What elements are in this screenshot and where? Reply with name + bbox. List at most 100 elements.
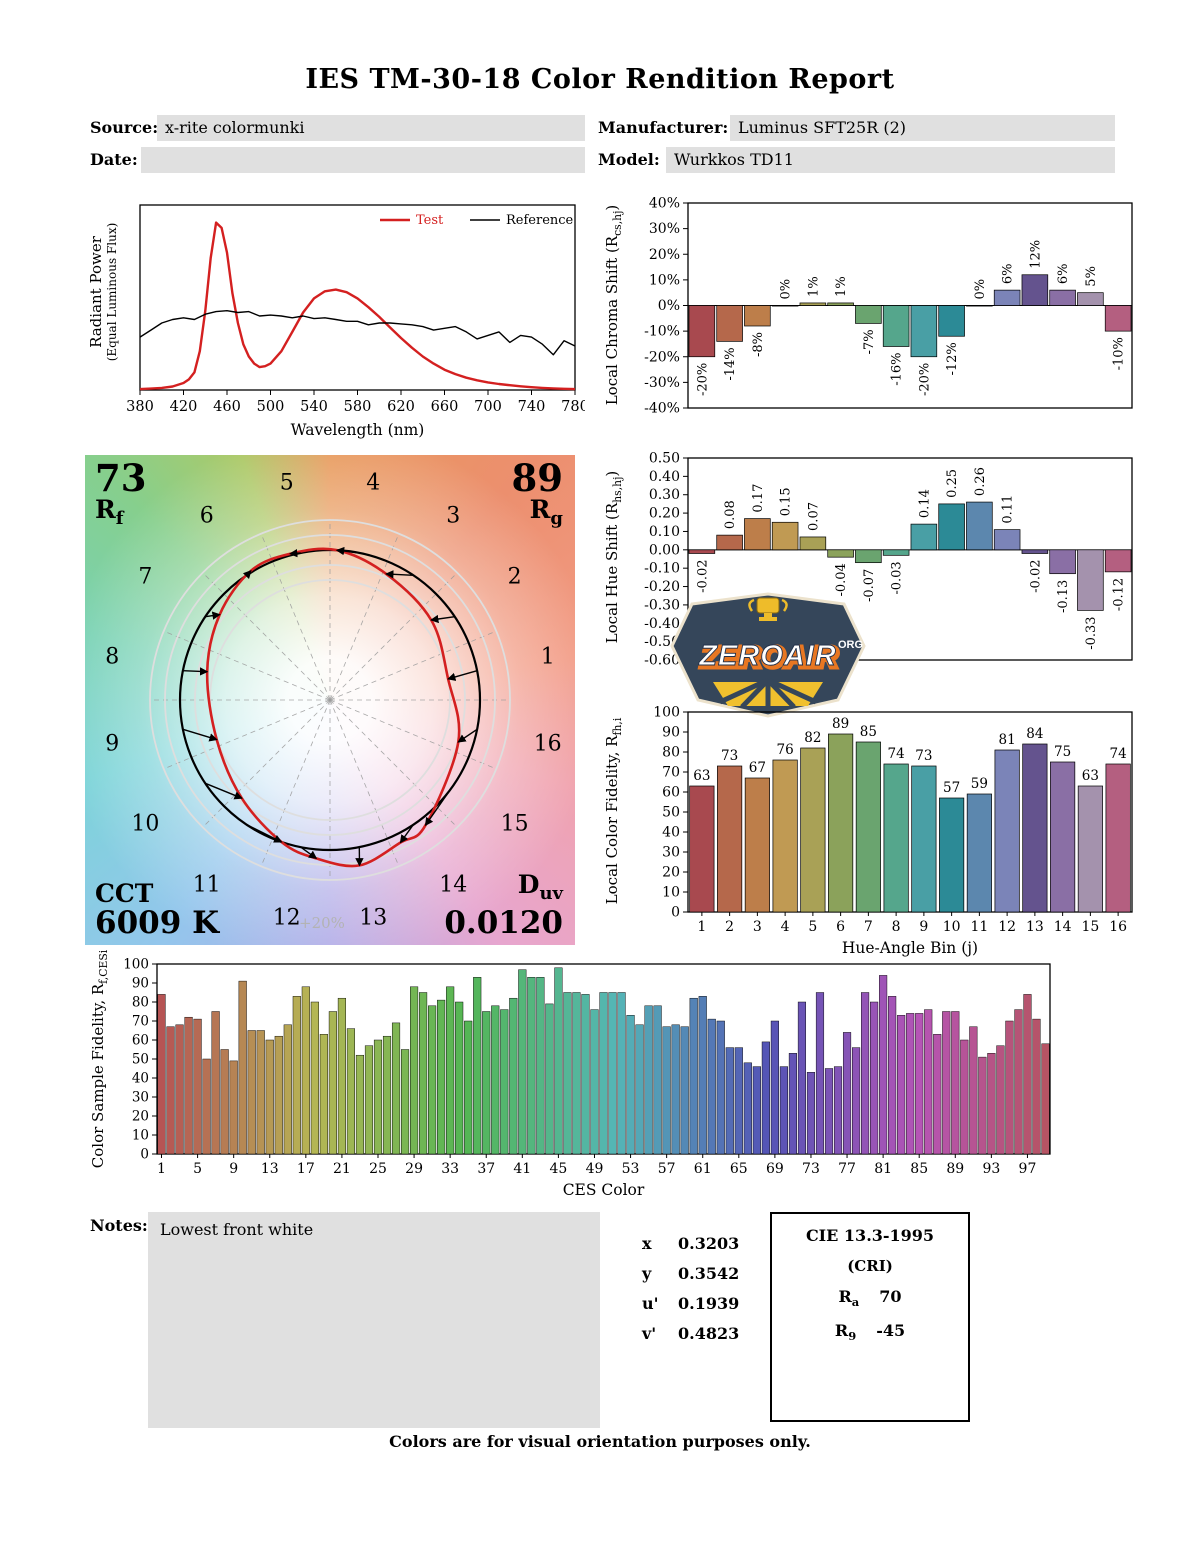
ces-bar-82 [888, 996, 897, 1155]
value-label: 67 [749, 760, 766, 776]
bin-boundary-line [202, 572, 331, 701]
hueshift-bar-6 [827, 549, 854, 558]
bin-boundary-line [202, 699, 331, 828]
bin-number: 14 [439, 873, 467, 898]
rf-score: 73 Rf [95, 459, 147, 532]
value-label: 5% [1084, 266, 1099, 287]
rf-value: 73 [95, 456, 147, 500]
fidelity-bar-6 [828, 733, 854, 913]
x-tick-label: 9 [229, 1161, 238, 1177]
value-label: 74 [1110, 746, 1127, 762]
bin-number: 4 [366, 470, 380, 495]
ces-bar-11 [247, 1030, 256, 1155]
ces-bar-22 [346, 1028, 355, 1155]
ces-bar-84 [906, 1013, 915, 1155]
x-tick-label: 85 [910, 1161, 928, 1177]
value-label: -0.33 [1084, 616, 1099, 649]
chromaticity-row: y 0.3542 [642, 1264, 740, 1283]
ces-bar-6 [202, 1058, 211, 1155]
ces-bar-25 [373, 1039, 383, 1155]
legend-test-label: Test [416, 213, 444, 228]
notes-box: Lowest front white [148, 1212, 600, 1428]
value-label: -14% [723, 347, 738, 380]
ces-bar-39 [500, 1009, 509, 1155]
x-tick-label: 460 [213, 399, 241, 415]
x-tick-label: 13 [1026, 919, 1044, 935]
bin-boundary-line [329, 699, 497, 770]
ces-bar-63 [716, 1020, 725, 1155]
fidelity-bar-5 [800, 747, 826, 913]
bin-number: 2 [508, 565, 522, 590]
ces-bar-2 [166, 1026, 175, 1155]
ces-bar-58 [671, 1024, 680, 1155]
value-label: 89 [832, 716, 849, 732]
fidelity-bar-14 [1050, 761, 1076, 913]
y-tick-label: -0.20 [644, 579, 680, 595]
ces-bar-70 [779, 1066, 788, 1155]
ces-bar-30 [419, 992, 428, 1155]
ces-bar-50 [599, 992, 608, 1155]
value-label: 0.08 [723, 500, 738, 529]
footer-note: Colors are for visual orientation purpos… [389, 1432, 811, 1451]
value-label: 0.14 [917, 489, 932, 518]
chroma-bar-2 [716, 305, 743, 342]
x-tick-label: 3 [753, 919, 762, 935]
legend-reference-label: Reference [506, 213, 574, 228]
chroma-shift-chart: 40% 30% 20% 10% 0% -10% -20% -30% -40% -20% -14% -8… [644, 196, 1133, 417]
shift-arrow [300, 846, 318, 860]
ces-bar-52 [617, 992, 626, 1155]
spd-ylabel: Radiant Power (Equal Luminous Flux) [87, 222, 119, 362]
bin-boundary-line [163, 699, 331, 770]
y-tick-label: 50 [662, 805, 680, 821]
ces-bar-72 [797, 1001, 807, 1155]
ces-bar-20 [328, 1011, 337, 1155]
y-tick-label: 0.40 [649, 469, 680, 485]
bin-boundary-line [260, 533, 331, 701]
ces-bar-45 [554, 967, 563, 1155]
ces-bar-38 [491, 1005, 500, 1155]
x-tick-label: 37 [477, 1161, 495, 1177]
source-value: x-rite colormunki [157, 115, 585, 141]
y-tick-label: 0 [671, 905, 680, 921]
rg-label: Rg [529, 495, 563, 530]
ces-bar-55 [644, 1005, 653, 1155]
value-label: 0.25 [945, 469, 960, 498]
cri-r9-row: R9 -45 [834, 1321, 906, 1344]
ces-bar-78 [852, 1047, 861, 1155]
bin-number: 15 [501, 811, 529, 836]
x-tick-label: 2 [725, 919, 734, 935]
ces-bar-3 [175, 1024, 184, 1155]
x-axis-label: Hue-Angle Bin (j) [842, 939, 978, 957]
chroma-bar-3 [744, 305, 771, 327]
cct-label: CCT [95, 879, 154, 908]
x-tick-label: 29 [405, 1161, 423, 1177]
ces-bar-62 [707, 1018, 716, 1155]
ces-bar-90 [960, 1039, 969, 1155]
logo-rays [718, 677, 818, 709]
duv-label: Duv [517, 870, 563, 905]
hueshift-bar-12 [993, 529, 1021, 551]
y-tick-label: 80 [132, 995, 149, 1011]
shift-arrow [457, 728, 478, 743]
y-tick-label: 30 [662, 845, 680, 861]
x-tick-label: 21 [333, 1161, 351, 1177]
ces-bar-75 [824, 1068, 834, 1155]
report-title: IES TM-30-18 Color Rendition Report [305, 64, 895, 95]
hueshift-bar-8 [882, 549, 910, 556]
value-label: -0.13 [1056, 580, 1071, 613]
bin-boundary-line [329, 630, 497, 701]
bin-boundary-line [329, 699, 458, 828]
chroma-bar-6 [827, 302, 854, 306]
ces-bar-16 [292, 996, 301, 1155]
ces-bar-60 [689, 997, 698, 1155]
chroma-bar-1 [688, 305, 716, 358]
x-tick-label: 8 [892, 919, 901, 935]
rg-score: 89 Rg [512, 459, 564, 532]
ces-bar-36 [473, 977, 482, 1155]
value-label: -0.12 [1112, 578, 1127, 611]
value-label: 0% [973, 279, 988, 300]
y-tick-label: 0 [140, 1147, 149, 1163]
x-tick-label: 33 [441, 1161, 459, 1177]
